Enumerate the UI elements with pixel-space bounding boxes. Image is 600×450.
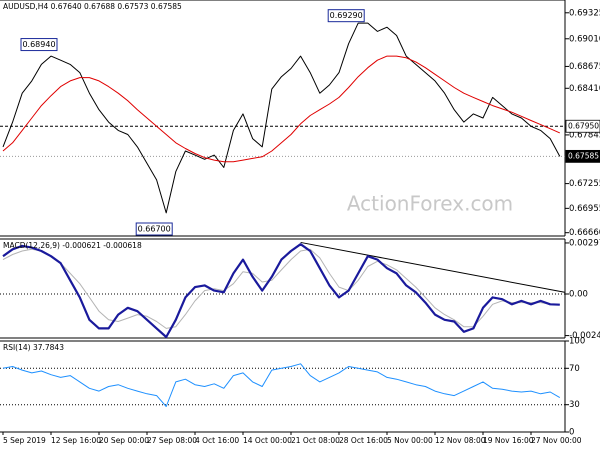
y-tick-label: 0.67255 bbox=[569, 179, 600, 189]
watermark: ActionForex.com bbox=[347, 192, 513, 216]
x-tick-label: 28 Oct 16:00 bbox=[339, 436, 388, 445]
price-mark-label: 0.69290 bbox=[330, 11, 363, 20]
level-label-box bbox=[565, 149, 600, 163]
y-tick-label: 0.67845 bbox=[569, 130, 600, 140]
panel-title: MACD(12,26,9) -0.000621 -0.000618 bbox=[3, 241, 142, 250]
level-label: 0.67950 bbox=[568, 121, 599, 130]
y-tick-label: 0.66660 bbox=[569, 228, 600, 238]
y-tick-label: 0 bbox=[569, 428, 574, 438]
price-mark-box bbox=[20, 38, 58, 52]
y-tick-label: 0.00297 bbox=[569, 238, 600, 248]
x-tick-label: 21 Oct 08:00 bbox=[291, 436, 340, 445]
y-tick-label: -0.00242 bbox=[569, 331, 600, 341]
x-tick-label: 20 Sep 00:00 bbox=[99, 436, 149, 445]
trendline bbox=[300, 241, 565, 293]
y-tick-label: 0.00 bbox=[569, 290, 588, 300]
price-mark-label: 0.68940 bbox=[22, 40, 55, 49]
x-tick-label: 27 Nov 00:00 bbox=[531, 436, 582, 445]
x-tick-label: 19 Nov 16:00 bbox=[483, 436, 534, 445]
moving-average-line bbox=[2, 55, 561, 163]
macd-line bbox=[2, 243, 560, 339]
price-mark-box bbox=[135, 222, 173, 236]
panel-title: AUDUSD,H4 0.67640 0.67688 0.67573 0.6758… bbox=[3, 2, 182, 11]
y-tick-label: 0.69325 bbox=[569, 8, 600, 18]
y-tick-label: 100 bbox=[569, 337, 585, 347]
rsi-line bbox=[2, 363, 561, 407]
x-tick-label: 5 Sep 2019 bbox=[3, 436, 46, 445]
x-tick-label: 14 Oct 00:00 bbox=[243, 436, 292, 445]
x-tick-label: 4 Oct 16:00 bbox=[195, 436, 239, 445]
level-label-box bbox=[565, 119, 600, 133]
x-tick-label: 5 Nov 00:00 bbox=[387, 436, 433, 445]
x-tick-label: 12 Sep 16:00 bbox=[51, 436, 101, 445]
y-tick-label: 0.66955 bbox=[569, 204, 600, 214]
x-tick-label: 27 Sep 08:00 bbox=[147, 436, 197, 445]
x-tick-label: 12 Nov 08:00 bbox=[435, 436, 486, 445]
y-tick-label: 70 bbox=[569, 364, 580, 374]
y-tick-label: 0.68675 bbox=[569, 62, 600, 72]
y-tick-label: 30 bbox=[569, 400, 580, 410]
level-label: 0.67585 bbox=[568, 151, 599, 160]
price-mark-label: 0.66700 bbox=[138, 225, 171, 234]
panel-title: RSI(14) 37.7843 bbox=[3, 343, 64, 352]
signal-line bbox=[2, 248, 560, 329]
price-line bbox=[2, 22, 561, 214]
price-mark-box bbox=[327, 9, 365, 23]
